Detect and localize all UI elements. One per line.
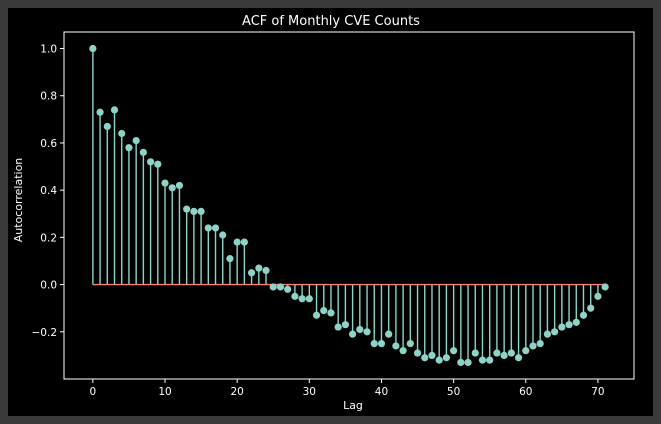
stem-marker — [428, 351, 436, 359]
stem-marker — [341, 321, 349, 329]
stem-marker — [377, 339, 386, 348]
stem-marker — [118, 129, 126, 138]
chart-frame: ACF of Monthly CVE Counts 0 10 20 30 40 50 60 7… — [8, 8, 653, 416]
stem-marker — [146, 158, 155, 166]
stem-marker — [334, 323, 342, 331]
plot-border — [63, 31, 635, 380]
stem-marker — [211, 224, 220, 232]
stem-marker — [161, 179, 169, 187]
stem-marker — [493, 349, 501, 357]
stem-marker — [291, 292, 299, 300]
x-axis-label: Lag — [343, 399, 363, 412]
stem-marker — [500, 351, 508, 359]
y-axis: −0.2 0.0 0.2 0.4 0.6 0.8 1.0 — [32, 44, 64, 339]
stem-marker — [197, 207, 205, 216]
stem-marker — [226, 255, 234, 263]
x-tick-label: 70 — [591, 386, 604, 398]
stem-marker — [558, 323, 566, 331]
stem-marker — [579, 311, 588, 319]
x-tick-label: 20 — [230, 386, 243, 398]
y-tick-label: 1.0 — [40, 44, 57, 56]
stem-marker — [471, 349, 479, 357]
stem-marker — [312, 311, 321, 319]
stem-marker — [89, 44, 97, 53]
stem-marker — [262, 266, 270, 275]
stem-marker — [507, 349, 515, 357]
stem-marker — [190, 207, 198, 216]
stem-marker — [464, 358, 472, 367]
stem-marker — [284, 285, 292, 293]
stem-marker — [96, 108, 104, 116]
x-axis: 0 10 20 30 40 50 60 70 — [90, 379, 605, 398]
stem-marker — [399, 347, 407, 355]
stem-marker — [587, 304, 595, 312]
stem-marker — [370, 339, 378, 348]
x-tick-label: 50 — [447, 386, 460, 398]
stem-marker — [276, 283, 285, 291]
stem-marker — [125, 144, 133, 152]
stem-marker — [298, 295, 306, 303]
stem-marker — [154, 160, 162, 168]
stem-marker — [406, 339, 414, 348]
stem-marker — [168, 184, 176, 192]
stem-marker — [522, 347, 530, 355]
stem-marker — [356, 325, 364, 334]
stem-marker — [457, 358, 465, 367]
stem-marker — [565, 321, 573, 329]
stem-marker — [132, 136, 140, 145]
stem-marker — [269, 283, 277, 291]
stem-marker — [139, 148, 147, 156]
stem-marker — [601, 283, 609, 291]
y-tick-label: 0.6 — [40, 138, 57, 150]
stems-layer — [89, 44, 609, 367]
stem-marker — [349, 330, 357, 338]
stem-marker — [320, 306, 328, 315]
stem-marker — [536, 339, 544, 348]
stem-marker — [594, 292, 602, 300]
stem-marker — [413, 349, 422, 357]
stem-marker — [572, 318, 580, 326]
stem-marker — [110, 106, 119, 114]
y-tick-label: −0.2 — [32, 327, 58, 339]
stem-marker — [442, 354, 451, 362]
y-tick-label: 0.2 — [40, 232, 57, 244]
x-tick-label: 60 — [519, 386, 532, 398]
acf-chart: ACF of Monthly CVE Counts 0 10 20 30 40 50 60 7… — [12, 14, 635, 412]
stem-marker — [551, 328, 559, 336]
stem-marker — [435, 356, 443, 364]
stem-marker — [385, 330, 393, 338]
stem-marker — [421, 354, 429, 362]
stem-marker — [543, 330, 552, 338]
stem-marker — [305, 295, 313, 303]
stem-marker — [103, 122, 111, 131]
stem-marker — [392, 342, 400, 350]
stem-marker — [247, 269, 256, 277]
x-tick-label: 10 — [158, 386, 171, 398]
x-tick-label: 0 — [90, 386, 97, 398]
stem-marker — [486, 356, 494, 364]
stem-marker — [363, 328, 371, 336]
x-tick-label: 40 — [375, 386, 388, 398]
stem-marker — [529, 342, 537, 350]
stem-marker — [175, 181, 184, 190]
x-tick-label: 30 — [303, 386, 316, 398]
y-tick-label: 0.4 — [40, 185, 57, 197]
stem-marker — [233, 238, 241, 246]
chart-title: ACF of Monthly CVE Counts — [242, 14, 420, 29]
stem-marker — [219, 231, 227, 239]
stem-marker — [478, 356, 487, 364]
stem-marker — [514, 354, 523, 362]
stem-marker — [183, 205, 191, 213]
stem-marker — [327, 309, 335, 317]
stem-marker — [204, 224, 212, 232]
y-tick-label: 0.8 — [40, 91, 57, 103]
stem-marker — [240, 238, 248, 246]
stem-marker — [255, 264, 263, 272]
y-axis-label: Autocorrelation — [12, 158, 25, 243]
plot-area — [63, 31, 635, 380]
stem-marker — [450, 347, 458, 355]
y-tick-label: 0.0 — [40, 280, 57, 292]
